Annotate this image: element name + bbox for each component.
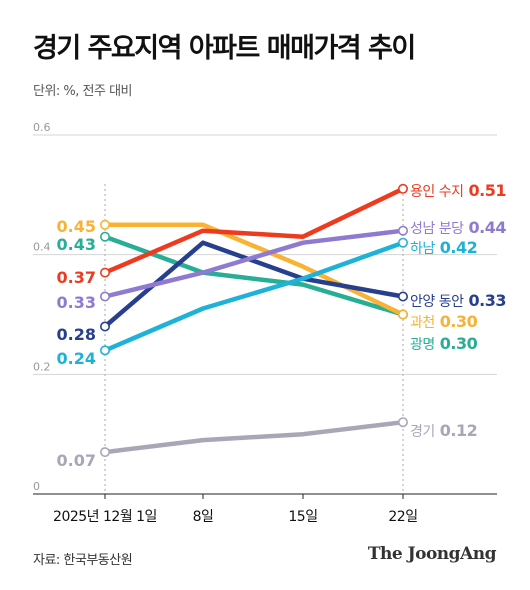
- series-name: 성남 분당: [410, 221, 464, 237]
- point-marker: [100, 267, 111, 278]
- start-value-label: 0.07: [57, 451, 96, 470]
- point-marker: [397, 183, 408, 194]
- start-value-label: 0.37: [57, 268, 96, 287]
- series-name: 안양 동안: [410, 294, 464, 310]
- series-line: [102, 222, 406, 317]
- point-marker: [100, 291, 111, 302]
- point-marker: [100, 219, 111, 230]
- series-line: [102, 228, 406, 299]
- series-name: 경기: [410, 424, 435, 440]
- point-marker: [397, 309, 408, 320]
- point-marker: [100, 345, 111, 356]
- series-name: 용인 수지: [410, 184, 463, 200]
- end-value-label: 0.30: [440, 312, 478, 331]
- end-series-label: 과천 0.30: [410, 312, 478, 331]
- point-marker: [397, 225, 408, 236]
- x-tick-label: 22일: [388, 509, 417, 525]
- end-value-label: 0.51: [468, 181, 506, 200]
- series-name: 하남: [410, 241, 435, 257]
- source-note: 자료: 한국부동산원: [33, 553, 133, 568]
- point-marker: [397, 417, 408, 428]
- x-tick-label: 15일: [288, 509, 317, 525]
- series-line: [102, 186, 406, 275]
- x-tick-label: 2025년 12월 1일: [53, 509, 157, 525]
- series-line: [102, 419, 406, 455]
- end-series-label: 안양 동안 0.33: [410, 291, 506, 310]
- end-value-label: 0.33: [468, 291, 505, 310]
- end-value-label: 0.44: [468, 218, 506, 237]
- series-line: [102, 240, 406, 353]
- x-axis: 2025년 12월 1일 8일 15일 22일: [33, 493, 497, 525]
- end-value-label: 0.42: [440, 238, 477, 257]
- chart-title: 경기 주요지역 아파트 매매가격 추이: [33, 33, 416, 64]
- series-name: 광명: [410, 337, 435, 353]
- point-marker: [397, 237, 408, 248]
- start-value-label: 0.24: [57, 349, 96, 368]
- series-name: 과천: [410, 315, 435, 331]
- series-line: [102, 234, 406, 317]
- y-tick-label: 0: [33, 480, 40, 493]
- start-value-label: 0.28: [57, 325, 96, 344]
- x-tick-label: 8일: [193, 509, 214, 525]
- point-marker: [100, 231, 111, 242]
- series-lines: [100, 183, 408, 458]
- start-value-label: 0.45: [57, 217, 96, 236]
- end-series-label: 경기 0.12: [410, 421, 477, 440]
- end-value-label: 0.30: [440, 334, 478, 353]
- end-series-label: 광명 0.30: [410, 334, 478, 353]
- y-tick-label: 0.6: [33, 121, 51, 134]
- start-value-label: 0.43: [57, 235, 96, 254]
- brand-logo: The JoongAng: [367, 544, 497, 564]
- end-series-label: 성남 분당 0.44: [410, 218, 506, 237]
- point-marker: [100, 321, 111, 332]
- y-tick-label: 0.4: [33, 241, 51, 254]
- unit-label: 단위: %, 전주 대비: [33, 84, 133, 99]
- point-marker: [397, 291, 408, 302]
- data-labels: 0.37 용인 수지 0.51 0.33 성남 분당 0.44 0.24 하남 0.42 0.28…: [57, 181, 507, 470]
- end-series-label: 용인 수지 0.51: [410, 181, 506, 200]
- end-value-label: 0.12: [440, 421, 477, 440]
- y-tick-label: 0.2: [33, 360, 51, 373]
- start-value-label: 0.33: [57, 293, 96, 312]
- point-marker: [100, 447, 111, 458]
- end-series-label: 하남 0.42: [410, 238, 477, 257]
